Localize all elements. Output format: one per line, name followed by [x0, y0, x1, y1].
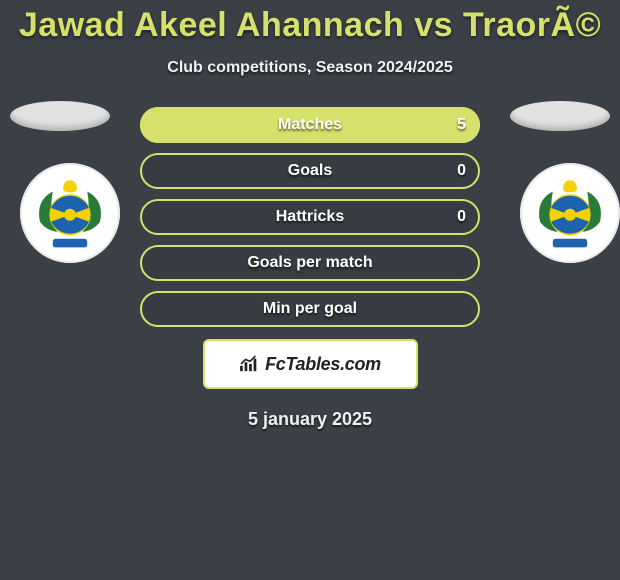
fctables-attribution[interactable]: FcTables.com: [203, 339, 418, 389]
stat-row: Min per goal: [140, 291, 480, 327]
stat-value-right: 5: [457, 107, 466, 143]
stat-label: Goals: [140, 153, 480, 189]
club-crest-icon: [27, 170, 113, 256]
stat-value-right: 0: [457, 199, 466, 235]
stats-area: Matches5Goals0Hattricks0Goals per matchM…: [0, 107, 620, 327]
page-title: Jawad Akeel Ahannach vs TraorÃ©: [0, 0, 620, 45]
stat-label: Matches: [140, 107, 480, 143]
club-crest-icon: [527, 170, 613, 256]
badge-circle: [20, 163, 120, 263]
stat-label: Min per goal: [140, 291, 480, 327]
stat-row: Hattricks0: [140, 199, 480, 235]
date-text: 5 january 2025: [0, 409, 620, 430]
bar-chart-icon: [239, 355, 261, 373]
club-badge-left: [20, 163, 120, 263]
stat-label: Goals per match: [140, 245, 480, 281]
stat-row: Goals0: [140, 153, 480, 189]
player-oval-right: [510, 101, 610, 131]
player-oval-left: [10, 101, 110, 131]
stat-row: Goals per match: [140, 245, 480, 281]
fctables-text: FcTables.com: [265, 354, 381, 375]
stat-row: Matches5: [140, 107, 480, 143]
subtitle: Club competitions, Season 2024/2025: [0, 59, 620, 77]
stat-value-right: 0: [457, 153, 466, 189]
club-badge-right: [520, 163, 620, 263]
stat-label: Hattricks: [140, 199, 480, 235]
badge-circle: [520, 163, 620, 263]
